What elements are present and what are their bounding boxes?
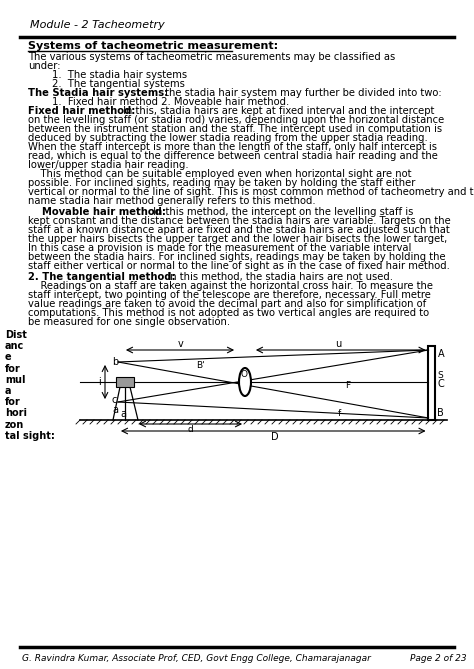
Text: be measured for one single observation.: be measured for one single observation. xyxy=(28,317,230,327)
Bar xyxy=(428,346,436,420)
Text: staff intercept, two pointing of the telescope are therefore, necessary. Full me: staff intercept, two pointing of the tel… xyxy=(28,290,431,300)
Text: f: f xyxy=(338,409,341,418)
Text: between the stadia hairs. For inclined sights, readings may be taken by holding : between the stadia hairs. For inclined s… xyxy=(28,252,446,262)
Text: 1.  Fixed hair method 2. Moveable hair method.: 1. Fixed hair method 2. Moveable hair me… xyxy=(52,97,289,107)
Ellipse shape xyxy=(239,368,251,396)
Text: vertical or normal to the line of sight. This is most common method of tacheomet: vertical or normal to the line of sight.… xyxy=(28,187,474,197)
Text: 1.  The stadia hair systems: 1. The stadia hair systems xyxy=(52,70,187,80)
Text: the stadia hair system may further be divided into two:: the stadia hair system may further be di… xyxy=(162,88,442,98)
Text: B': B' xyxy=(196,361,205,371)
Text: staff at a known distance apart are fixed and the stadia hairs are adjusted such: staff at a known distance apart are fixe… xyxy=(28,225,450,235)
Text: In this method, the stadia hairs are not used.: In this method, the stadia hairs are not… xyxy=(158,272,393,282)
Text: on the levelling staff (or stadia rod) varies, depending upon the horizontal dis: on the levelling staff (or stadia rod) v… xyxy=(28,115,444,125)
Text: The various systems of tacheometric measurements may be classified as: The various systems of tacheometric meas… xyxy=(28,52,395,62)
Text: 2.  The tangential systems: 2. The tangential systems xyxy=(52,79,185,89)
Bar xyxy=(116,377,134,387)
Text: 2. The tangential method:: 2. The tangential method: xyxy=(28,272,176,282)
Text: a: a xyxy=(112,405,118,415)
Text: d: d xyxy=(187,425,193,434)
Text: v: v xyxy=(178,339,184,349)
Text: computations. This method is not adopted as two vertical angles are required to: computations. This method is not adopted… xyxy=(28,308,429,318)
Text: Systems of tacheometric measurement:: Systems of tacheometric measurement: xyxy=(28,41,278,51)
Text: Movable hair method:: Movable hair method: xyxy=(28,207,166,217)
Text: Readings on a staff are taken against the horizontal cross hair. To measure the: Readings on a staff are taken against th… xyxy=(28,281,433,291)
Text: value readings are taken to avoid the decimal part and also for simplification o: value readings are taken to avoid the de… xyxy=(28,299,426,309)
Text: i: i xyxy=(99,377,101,387)
Text: a: a xyxy=(120,409,126,419)
Text: Module - 2 Tacheometry: Module - 2 Tacheometry xyxy=(30,20,165,30)
Text: O: O xyxy=(240,370,247,379)
Text: read, which is equal to the difference between central stadia hair reading and t: read, which is equal to the difference b… xyxy=(28,151,438,161)
Text: name stadia hair method generally refers to this method.: name stadia hair method generally refers… xyxy=(28,196,316,206)
Text: u: u xyxy=(335,339,341,349)
Text: c: c xyxy=(112,395,118,405)
Text: lower/upper stadia hair reading.: lower/upper stadia hair reading. xyxy=(28,160,189,170)
Text: When the staff intercept is more than the length of the staff, only half interce: When the staff intercept is more than th… xyxy=(28,142,437,152)
Text: In this, stadia hairs are kept at fixed interval and the intercept: In this, stadia hairs are kept at fixed … xyxy=(120,106,434,116)
Text: In this method, the intercept on the levelling staff is: In this method, the intercept on the lev… xyxy=(150,207,413,217)
Text: C: C xyxy=(438,379,444,389)
Text: G. Ravindra Kumar, Associate Prof, CED, Govt Engg College, Chamarajanagar: G. Ravindra Kumar, Associate Prof, CED, … xyxy=(22,654,371,663)
Text: possible. For inclined sights, reading may be taken by holding the staff either: possible. For inclined sights, reading m… xyxy=(28,178,415,188)
Text: Page 2 of 23: Page 2 of 23 xyxy=(410,654,466,663)
Text: This method can be suitable employed even when horizontal sight are not: This method can be suitable employed eve… xyxy=(28,169,411,179)
Text: B: B xyxy=(438,408,444,418)
Text: b: b xyxy=(112,357,118,367)
Text: A: A xyxy=(438,349,444,359)
Text: In this case a provision is made for the measurement of the variable interval: In this case a provision is made for the… xyxy=(28,243,411,253)
Text: Dist
anc
e
for
mul
a
for
hori
zon
tal sight:: Dist anc e for mul a for hori zon tal si… xyxy=(5,330,55,441)
Text: F: F xyxy=(345,381,350,389)
Text: The Stadia hair systems:: The Stadia hair systems: xyxy=(28,88,168,98)
Text: the upper hairs bisects the upper target and the lower hair bisects the lower ta: the upper hairs bisects the upper target… xyxy=(28,234,447,244)
Text: Fixed hair method:: Fixed hair method: xyxy=(28,106,136,116)
Text: D: D xyxy=(271,432,279,442)
Text: under:: under: xyxy=(28,61,61,71)
Text: staff either vertical or normal to the line of sight as in the case of fixed hai: staff either vertical or normal to the l… xyxy=(28,261,450,271)
Text: kept constant and the distance between the stadia hairs are variable. Targets on: kept constant and the distance between t… xyxy=(28,216,451,226)
Text: S: S xyxy=(438,371,443,381)
Text: between the instrument station and the staff. The intercept used in computation : between the instrument station and the s… xyxy=(28,124,442,134)
Text: deduced by subtracting the lower stadia reading from the upper stadia reading.: deduced by subtracting the lower stadia … xyxy=(28,133,428,143)
